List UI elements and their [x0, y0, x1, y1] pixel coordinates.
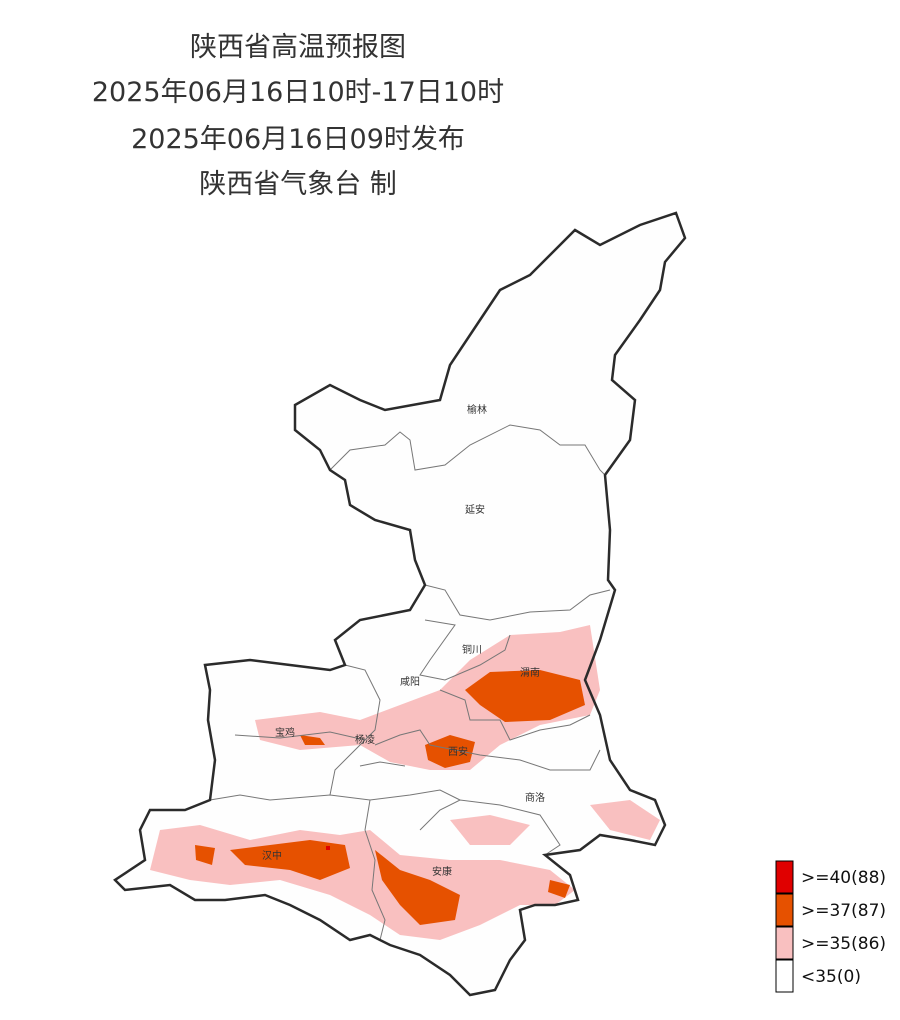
- legend-swatch: [775, 893, 794, 927]
- city-label: 延安: [465, 503, 485, 516]
- legend: >=40(88) >=37(87) >=35(86) <35(0): [775, 860, 886, 993]
- city-label: 安康: [432, 865, 452, 878]
- legend-label: <35(0): [801, 967, 861, 987]
- city-label: 铜川: [462, 644, 482, 656]
- legend-swatch: [775, 959, 794, 993]
- province: [113, 211, 687, 997]
- issued: 2025年06月16日09时发布: [131, 124, 465, 155]
- city-label: 商洛: [525, 791, 545, 804]
- title: 陕西省高温预报图: [190, 32, 406, 63]
- heat-37: [195, 845, 215, 865]
- prefecture-borders: [209, 424, 611, 941]
- heat-40: [326, 846, 330, 850]
- heat-37: [375, 850, 460, 925]
- heat-37: [425, 735, 475, 768]
- period: 2025年06月16日10时-17日10时: [92, 77, 504, 108]
- legend-label: >=40(88): [801, 868, 886, 888]
- city-label: 汉中: [262, 849, 282, 862]
- heat-37: [230, 840, 350, 880]
- producer: 陕西省气象台 制: [199, 169, 397, 200]
- legend-label: >=35(86): [801, 934, 886, 954]
- heat-37: [300, 735, 325, 745]
- province-fill: [115, 213, 685, 995]
- heat-35: [450, 815, 530, 845]
- heat-37: [548, 880, 570, 898]
- heat-areas: [150, 625, 660, 940]
- legend-swatch: [775, 926, 794, 960]
- city-label: 宝鸡: [275, 726, 295, 739]
- city-label: 西安: [448, 745, 468, 758]
- city-label: 杨凌: [355, 733, 375, 746]
- legend-swatch: [775, 860, 794, 894]
- city-label: 咸阳: [400, 676, 420, 688]
- legend-label: >=37(87): [801, 901, 886, 921]
- province-border: [113, 211, 687, 997]
- heat-37: [465, 670, 585, 722]
- heat-35: [590, 800, 660, 840]
- heat-35: [255, 625, 600, 770]
- city-label: 榆林: [467, 403, 487, 416]
- city-label: 渭南: [520, 666, 540, 679]
